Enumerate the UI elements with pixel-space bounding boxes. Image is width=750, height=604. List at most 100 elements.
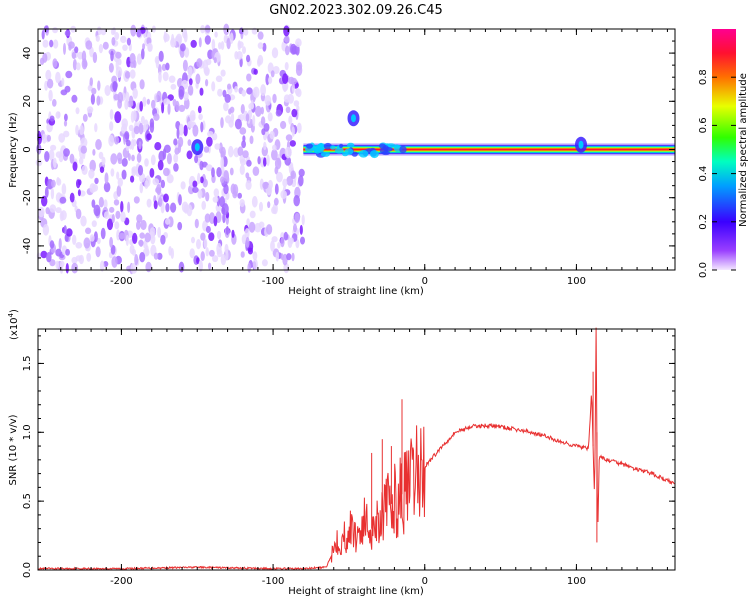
noise-blob <box>261 145 268 157</box>
snr-marks <box>37 327 675 571</box>
carrier-blob <box>318 142 324 148</box>
noise-blob <box>124 131 130 140</box>
noise-blob <box>197 172 201 185</box>
noise-blob <box>284 35 290 43</box>
noise-blob <box>223 102 229 112</box>
spec-xtick-label: 100 <box>567 276 586 287</box>
noise-blob <box>142 43 146 50</box>
noise-blob <box>139 182 144 194</box>
colorbar-gradient <box>712 29 736 270</box>
noise-blob <box>129 69 136 79</box>
carrier-blob <box>394 144 400 149</box>
noise-blob <box>296 122 302 134</box>
noise-blob <box>206 136 213 147</box>
noise-blob <box>41 29 45 40</box>
noise-blob <box>153 200 158 210</box>
noise-blob <box>178 104 186 112</box>
noise-blob <box>99 260 105 272</box>
noise-blob <box>118 232 126 240</box>
noise-blob <box>246 73 252 82</box>
noise-blob <box>176 127 180 140</box>
noise-blob <box>166 174 174 184</box>
noise-blob <box>199 87 204 96</box>
carrier-blob <box>399 145 407 154</box>
noise-blob <box>272 93 277 104</box>
noise-blob <box>58 238 62 250</box>
noise-blob <box>296 61 303 71</box>
noise-blob <box>137 165 144 176</box>
noise-blob <box>264 95 272 106</box>
noise-blob <box>52 99 57 107</box>
noise-blob <box>251 196 258 208</box>
noise-blob <box>262 181 269 190</box>
carrier-blob <box>381 150 390 156</box>
spectrogram-ylabel: Frequency (Hz) <box>8 112 19 188</box>
noise-blob <box>96 95 101 106</box>
noise-blob <box>109 236 113 248</box>
noise-blob <box>154 142 162 151</box>
noise-blob <box>80 145 88 154</box>
noise-blob <box>80 137 88 148</box>
noise-blob <box>187 84 194 96</box>
noise-blob <box>205 79 209 87</box>
noise-blob <box>139 101 143 112</box>
noise-blob <box>257 156 261 165</box>
carrier-blob <box>314 147 321 154</box>
noise-blob <box>204 68 210 77</box>
noise-blob <box>187 66 193 77</box>
noise-blob <box>226 37 231 50</box>
noise-blob <box>83 61 88 68</box>
noise-blob <box>251 27 258 35</box>
noise-blob <box>95 246 101 258</box>
noise-blob <box>109 109 114 120</box>
noise-blob <box>144 158 149 167</box>
noise-blob <box>98 43 103 54</box>
noise-blob <box>182 28 188 39</box>
noise-blob <box>237 146 244 157</box>
carrier-blob <box>323 142 332 150</box>
noise-blob <box>100 227 106 240</box>
noise-blob <box>263 157 267 167</box>
noise-blob <box>209 212 215 225</box>
noise-blob <box>205 225 211 234</box>
noise-blob <box>77 189 81 197</box>
noise-blob <box>222 212 226 224</box>
noise-blob <box>48 149 55 161</box>
noise-blob <box>195 73 201 85</box>
noise-blob <box>208 232 215 242</box>
noise-blob <box>92 51 98 64</box>
noise-blob <box>220 176 225 184</box>
noise-blob <box>205 191 210 202</box>
noise-blob <box>215 203 222 213</box>
noise-blob <box>225 225 229 236</box>
snr-panel: -200 -100 0 100 0.0 0.5 1.0 1.5 Height of strai… <box>7 309 676 597</box>
noise-blob <box>295 38 302 48</box>
noise-blob <box>78 179 82 186</box>
noise-blob <box>80 215 87 227</box>
noise-blob <box>45 69 52 81</box>
noise-blob <box>130 24 137 37</box>
noise-blob <box>291 82 295 94</box>
noise-blob <box>125 139 131 147</box>
noise-blob <box>191 236 195 244</box>
spec-ytick-label: -20 <box>22 190 33 206</box>
noise-blob <box>110 50 114 62</box>
noise-blob <box>91 199 96 208</box>
noise-blob <box>290 77 297 85</box>
noise-blob <box>115 51 122 59</box>
noise-blob <box>184 97 190 110</box>
noise-blob <box>212 255 219 263</box>
noise-blob <box>89 183 96 194</box>
feature-core <box>194 143 200 152</box>
noise-blob <box>40 250 48 259</box>
noise-blob <box>266 154 270 167</box>
noise-blob <box>139 232 145 239</box>
noise-blob <box>203 146 210 153</box>
noise-blob <box>111 213 115 224</box>
noise-blob <box>270 240 275 252</box>
noise-blob <box>91 220 97 228</box>
noise-blob <box>102 41 109 50</box>
noise-blob <box>240 158 247 166</box>
